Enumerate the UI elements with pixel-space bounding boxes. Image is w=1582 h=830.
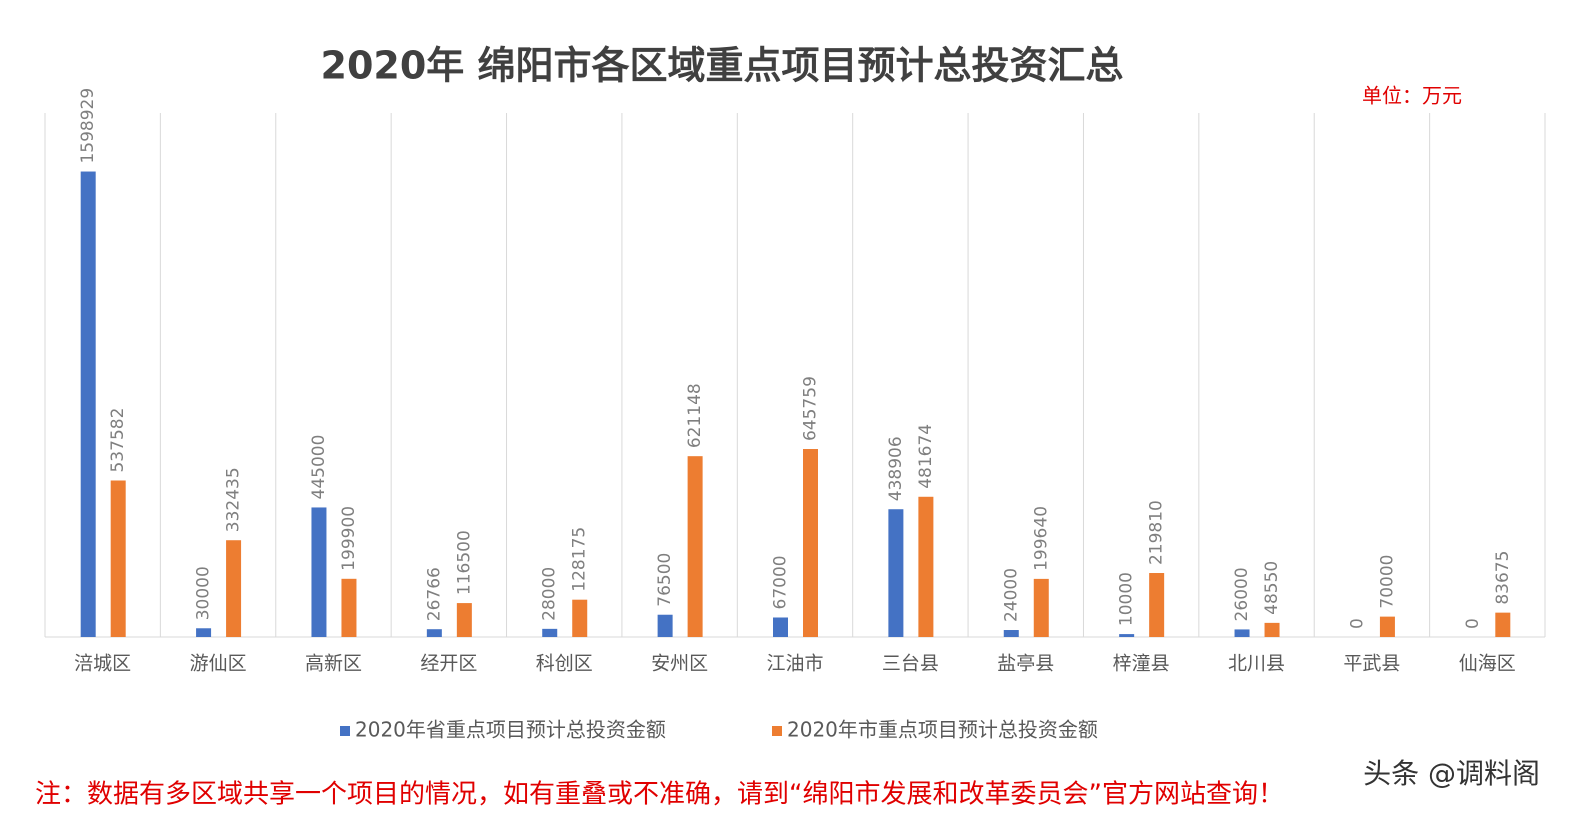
- data-label: 70000: [1377, 555, 1397, 609]
- data-label: 621148: [685, 383, 705, 448]
- bar: [1149, 573, 1165, 637]
- data-label: 10000: [1117, 572, 1137, 626]
- data-label: 199900: [339, 506, 359, 571]
- x-tick-label: 江油市: [766, 653, 823, 675]
- watermark: 头条 @调料阁: [1363, 757, 1540, 790]
- data-label: 481674: [916, 424, 936, 489]
- data-label: 26766: [424, 567, 444, 621]
- bar: [687, 456, 703, 637]
- data-label: 67000: [771, 555, 791, 609]
- bar: [110, 480, 126, 637]
- unit-label: 单位：万元: [1362, 84, 1462, 108]
- bar: [456, 603, 472, 637]
- data-label: 537582: [108, 408, 128, 473]
- legend-label: 2020年市重点项目预计总投资金额: [787, 718, 1098, 742]
- chart-title: 2020年 绵阳市各区域重点项目预计总投资汇总: [321, 44, 1124, 88]
- data-label: 28000: [540, 567, 560, 621]
- bar: [1379, 616, 1395, 637]
- bar: [426, 629, 442, 637]
- bar: [542, 628, 558, 637]
- x-tick-label: 北川县: [1228, 653, 1285, 675]
- legend-swatch: [340, 726, 350, 736]
- x-tick-label: 科创区: [536, 653, 593, 675]
- x-tick-label: 仙海区: [1459, 653, 1516, 675]
- bar: [1495, 612, 1511, 637]
- footnote: 注：数据有多区域共享一个项目的情况，如有重叠或不准确，请到“绵阳市发展和改革委员…: [35, 780, 1284, 810]
- x-tick-label: 经开区: [420, 653, 477, 675]
- x-tick-label: 安州区: [651, 653, 708, 675]
- data-label: 76500: [655, 553, 675, 607]
- bar: [1264, 622, 1280, 637]
- data-label: 199640: [1031, 506, 1051, 571]
- data-label: 0: [1347, 618, 1367, 629]
- x-tick-label: 游仙区: [190, 653, 247, 675]
- data-label: 1598929: [78, 88, 98, 164]
- bar: [773, 617, 788, 637]
- data-label: 332435: [224, 467, 244, 532]
- data-label: 219810: [1147, 500, 1167, 565]
- data-label: 438906: [886, 436, 906, 501]
- data-label: 128175: [570, 527, 590, 592]
- legend-label: 2020年省重点项目预计总投资金额: [355, 718, 666, 742]
- x-tick-label: 涪城区: [74, 653, 131, 675]
- x-tick-label: 盐亭县: [997, 653, 1054, 675]
- bar: [311, 507, 327, 637]
- bar: [226, 540, 242, 637]
- bar: [80, 171, 96, 637]
- data-label: 30000: [194, 566, 214, 620]
- bar: [341, 578, 357, 637]
- x-tick-label: 平武县: [1343, 653, 1400, 675]
- x-tick-label: 梓潼县: [1113, 653, 1170, 675]
- data-label: 26000: [1232, 567, 1252, 621]
- bar: [657, 614, 673, 637]
- bar: [1003, 630, 1019, 637]
- bar: [1119, 634, 1135, 637]
- bar: [888, 509, 904, 637]
- data-label: 83675: [1493, 551, 1513, 605]
- data-label: 116500: [454, 530, 474, 595]
- bar: [918, 496, 934, 637]
- data-label: 645759: [801, 376, 821, 441]
- bar: [572, 599, 588, 637]
- data-label: 48550: [1262, 561, 1282, 615]
- bar: [196, 628, 212, 637]
- data-label: 24000: [1001, 568, 1021, 622]
- data-label: 0: [1463, 618, 1483, 629]
- data-label: 445000: [309, 435, 329, 500]
- legend-swatch: [772, 726, 782, 736]
- bar: [803, 449, 818, 637]
- bar: [1234, 629, 1250, 637]
- bar: [1033, 578, 1049, 637]
- x-tick-label: 三台县: [882, 653, 939, 675]
- x-tick-label: 高新区: [305, 653, 362, 675]
